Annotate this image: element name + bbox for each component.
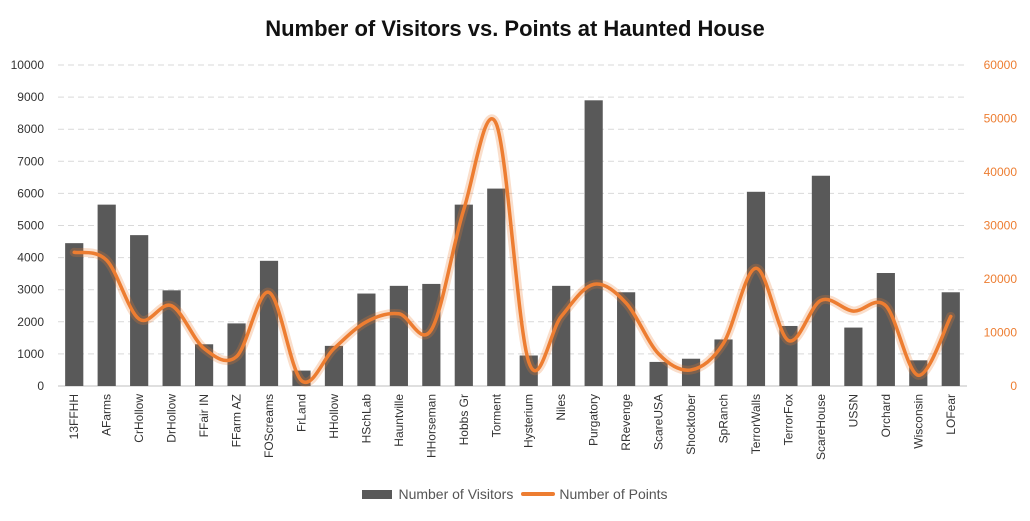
bar[interactable] [389, 285, 408, 386]
legend-item-visitors[interactable]: Number of Visitors [362, 486, 513, 502]
bar[interactable] [130, 235, 149, 386]
bar[interactable] [909, 360, 928, 386]
bar[interactable] [941, 292, 960, 386]
x-tick-label: Hysterium [522, 394, 536, 448]
x-axis: 13FFHH AFarms CrHollow DrHollow FFair IN FFar… [67, 393, 958, 460]
bar[interactable] [487, 188, 506, 386]
x-tick-label: HHorseman [424, 394, 438, 458]
x-tick-label: HSchLab [359, 394, 373, 444]
bar[interactable] [357, 293, 376, 386]
y-left-tick-label: 8000 [17, 122, 44, 136]
y-left-tick-label: 2000 [17, 315, 44, 329]
x-tick-label: Orchard [879, 394, 893, 437]
x-tick-label: FFarm AZ [230, 394, 244, 447]
y-left-tick-label: 6000 [17, 186, 44, 200]
y-right-tick-label: 50000 [984, 112, 1018, 126]
y-left-tick-label: 5000 [17, 219, 44, 233]
y-axis-left: 0 1000 2000 3000 4000 5000 6000 7000 8000 9000 100… [11, 58, 45, 393]
x-tick-label: ScareUSA [652, 394, 666, 450]
x-tick-label: ScareHouse [814, 394, 828, 460]
y-right-tick-label: 0 [1010, 379, 1017, 393]
x-tick-label: RRevenge [619, 394, 633, 451]
bar[interactable] [162, 290, 181, 386]
points-line[interactable] [72, 117, 953, 385]
x-tick-label: CrHollow [132, 394, 146, 443]
x-tick-label: TerrorWalls [749, 394, 763, 454]
y-right-tick-label: 20000 [984, 272, 1018, 286]
legend-label-visitors: Number of Visitors [398, 486, 514, 502]
x-tick-label: FrLand [294, 394, 308, 432]
legend-label-points: Number of Points [559, 486, 668, 502]
bar[interactable] [584, 100, 603, 386]
y-axis-right: 0 10000 20000 30000 40000 50000 60000 [984, 58, 1018, 393]
x-tick-label: Hobbs Gr [457, 394, 471, 445]
y-left-tick-label: 0 [37, 379, 44, 393]
bar[interactable] [519, 355, 538, 386]
legend-swatch-line [521, 492, 556, 496]
y-right-tick-label: 10000 [984, 326, 1018, 340]
y-right-tick-label: 60000 [984, 58, 1018, 72]
chart-title: Number of Visitors vs. Points at Haunted… [265, 16, 765, 41]
x-tick-label: HHollow [327, 394, 341, 439]
bar[interactable] [617, 292, 636, 386]
x-tick-label: LOFear [944, 394, 958, 435]
y-right-tick-label: 40000 [984, 165, 1018, 179]
bar[interactable] [876, 273, 895, 386]
y-left-tick-label: 4000 [17, 251, 44, 265]
x-tick-label: Wisconsin [911, 394, 925, 449]
x-tick-label: TerrorFox [781, 394, 795, 445]
bar[interactable] [422, 283, 441, 386]
bar[interactable] [681, 358, 701, 386]
legend: Number of Visitors Number of Points [0, 486, 1030, 502]
x-tick-label: Hauntville [392, 394, 406, 447]
y-right-tick-label: 30000 [984, 219, 1018, 233]
bar[interactable] [844, 327, 863, 386]
line-series [69, 114, 956, 387]
legend-swatch-bar [362, 489, 393, 499]
x-tick-label: 13FFHH [67, 394, 81, 439]
x-tick-label: DrHollow [165, 394, 179, 443]
x-tick-label: Niles [554, 394, 568, 421]
bar[interactable] [97, 204, 116, 386]
bar[interactable] [454, 204, 473, 386]
bar[interactable] [259, 260, 279, 386]
legend-item-points[interactable]: Number of Points [521, 486, 668, 502]
y-left-tick-label: 1000 [17, 347, 44, 361]
y-left-tick-label: 10000 [11, 58, 45, 72]
x-tick-label: Torment [489, 393, 503, 437]
x-tick-label: FFair IN [197, 394, 211, 437]
x-tick-label: Purgatory [587, 394, 601, 446]
y-left-tick-label: 7000 [17, 154, 44, 168]
x-tick-label: USSN [846, 394, 860, 427]
y-left-tick-label: 3000 [17, 283, 44, 297]
bar[interactable] [746, 191, 766, 386]
bar[interactable] [194, 344, 214, 386]
x-tick-label: SpRanch [717, 394, 731, 443]
x-tick-label: AFarms [100, 394, 114, 436]
bar[interactable] [811, 175, 831, 386]
x-tick-label: FOScreams [262, 394, 276, 458]
y-left-tick-label: 9000 [17, 90, 44, 104]
bar[interactable] [65, 243, 84, 386]
bar[interactable] [649, 361, 668, 386]
x-tick-label: Shocktober [684, 394, 698, 455]
